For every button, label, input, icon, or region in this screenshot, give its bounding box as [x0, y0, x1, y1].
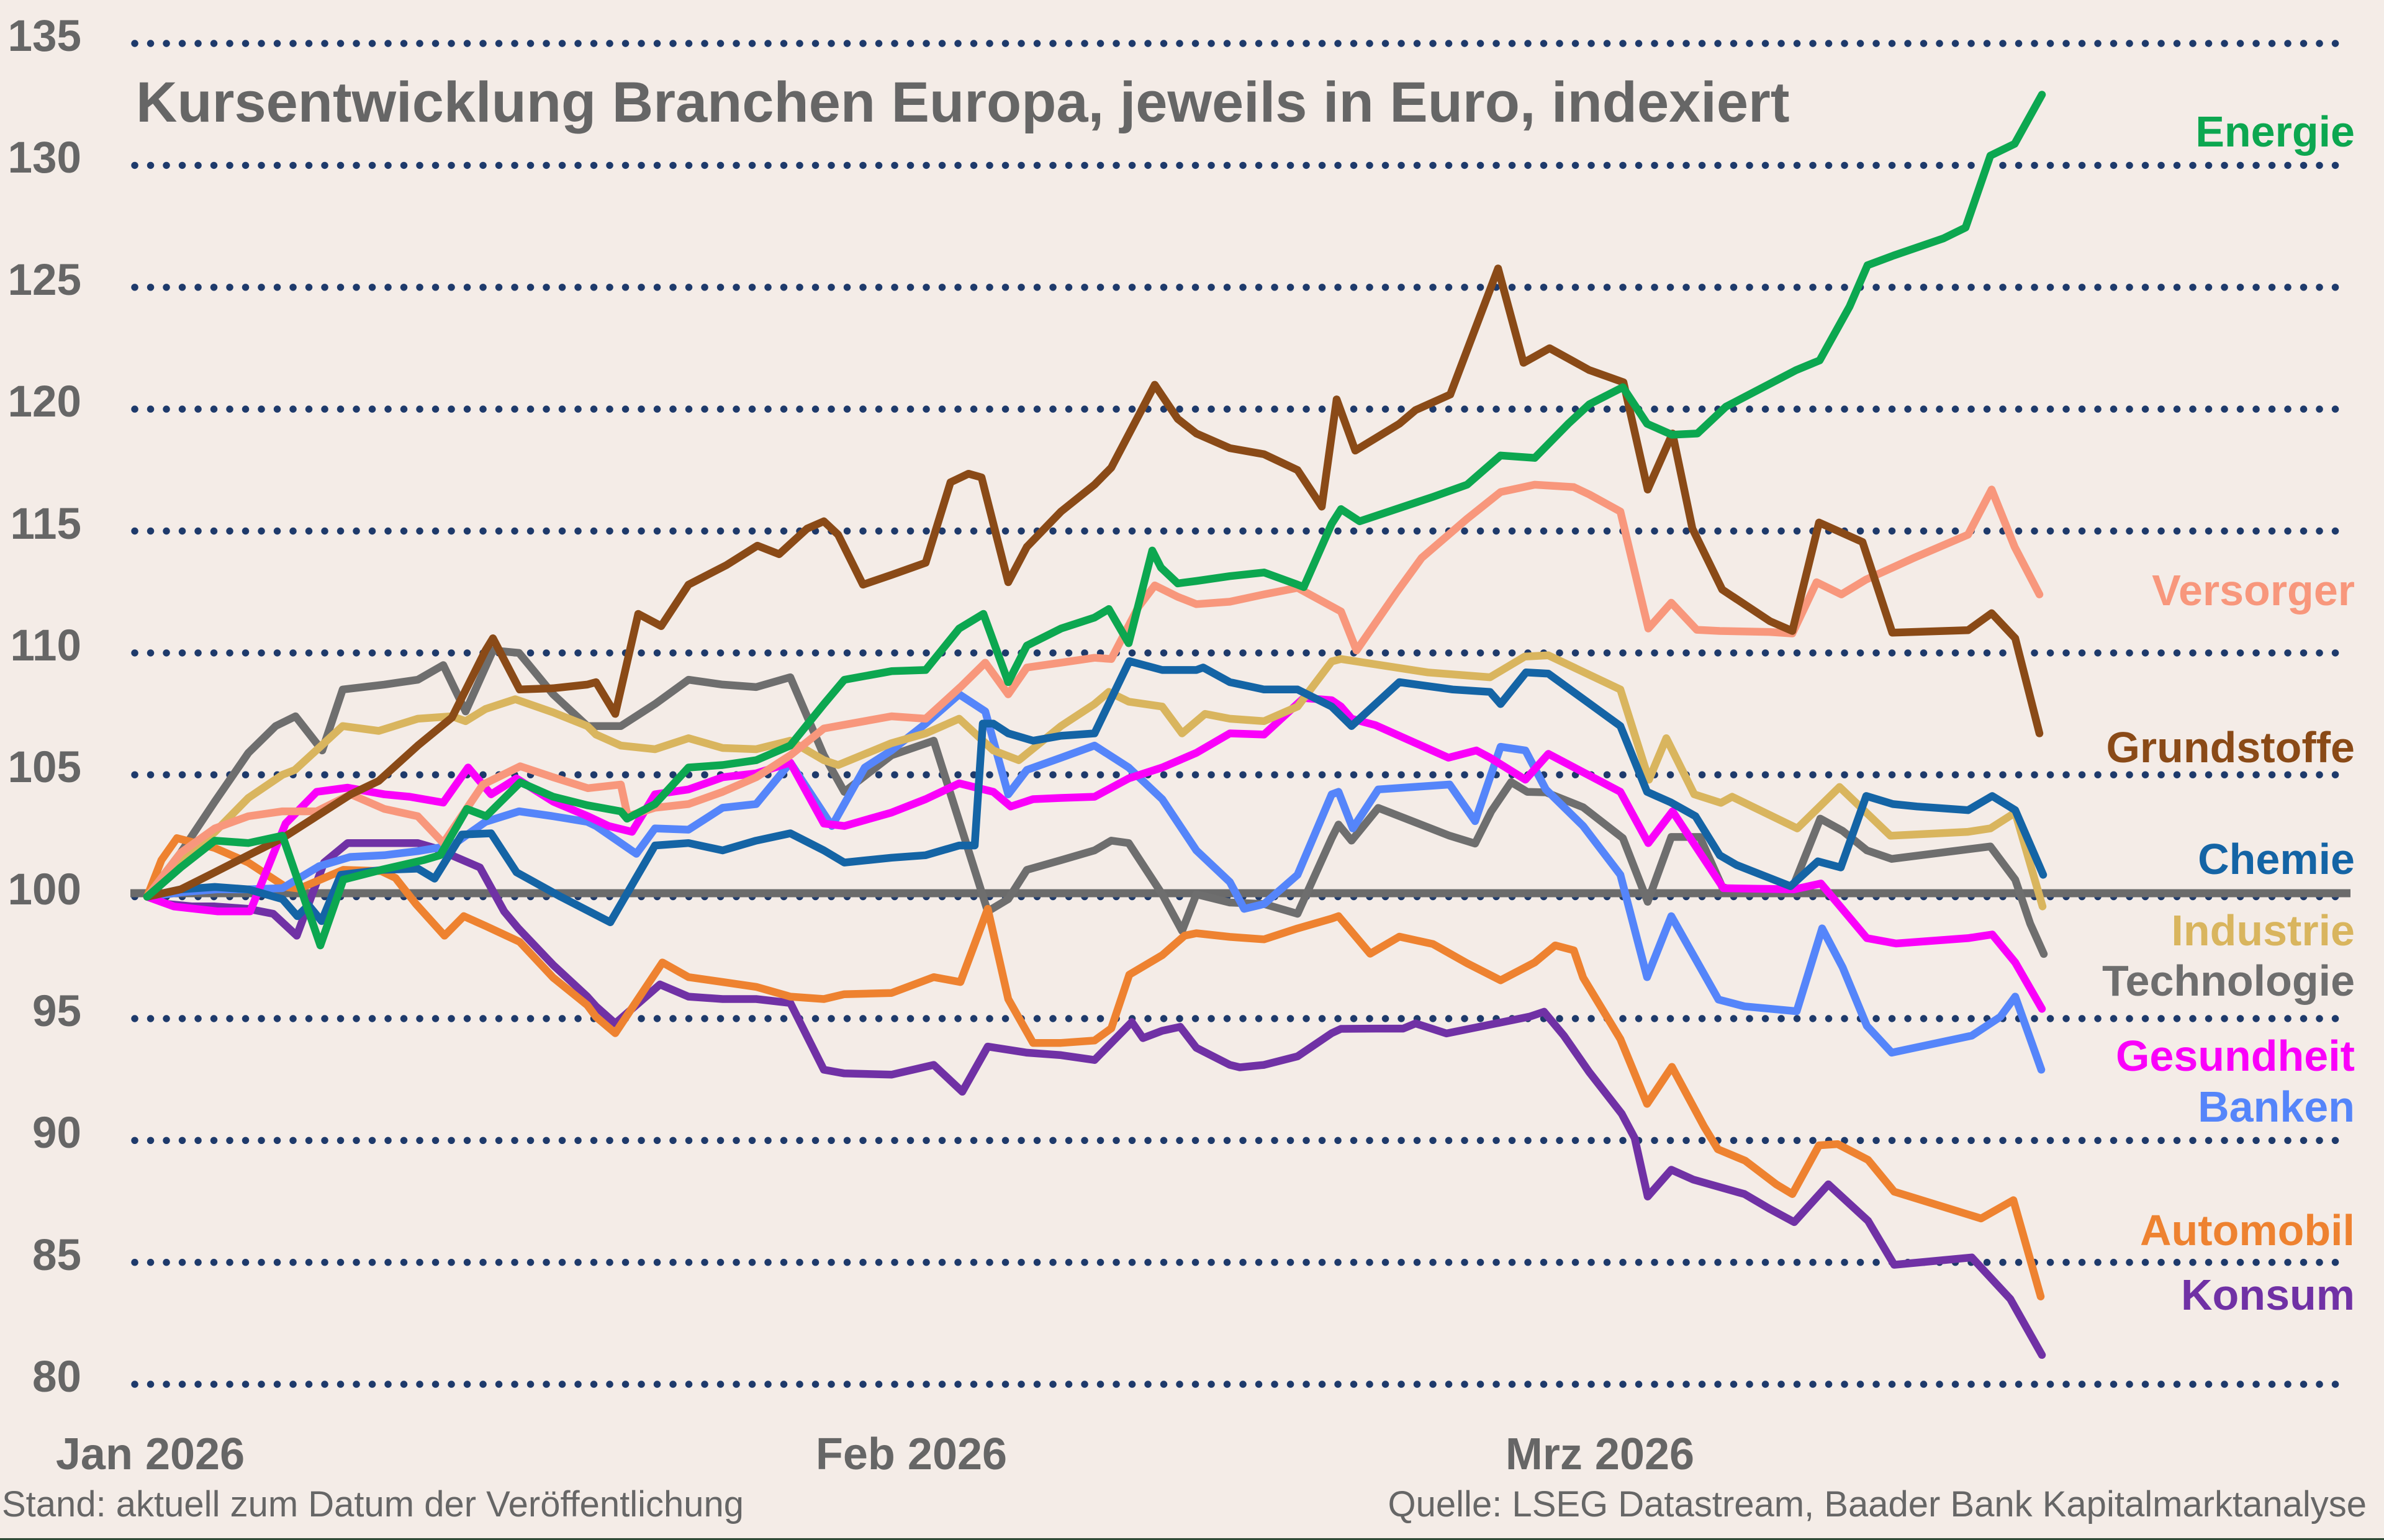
svg-text:135: 135	[8, 12, 81, 61]
svg-text:95: 95	[32, 987, 81, 1036]
svg-text:Stand: aktuell zum Datum der V: Stand: aktuell zum Datum der Veröffentli…	[2, 1484, 744, 1524]
svg-text:Banken: Banken	[2198, 1083, 2355, 1131]
svg-text:Industrie: Industrie	[2171, 906, 2355, 955]
svg-text:130: 130	[8, 133, 81, 182]
svg-text:80: 80	[32, 1353, 81, 1402]
svg-text:Jan 2026: Jan 2026	[56, 1430, 245, 1479]
svg-text:120: 120	[8, 377, 81, 426]
svg-text:Gesundheit: Gesundheit	[2116, 1032, 2355, 1080]
svg-text:85: 85	[32, 1231, 81, 1280]
svg-text:Mrz 2026: Mrz 2026	[1506, 1430, 1694, 1479]
svg-text:Grundstoffe: Grundstoffe	[2106, 723, 2355, 772]
svg-text:100: 100	[8, 865, 81, 914]
svg-text:Technologie: Technologie	[2102, 957, 2355, 1005]
svg-text:Energie: Energie	[2195, 107, 2355, 156]
svg-text:105: 105	[8, 743, 81, 792]
svg-text:Chemie: Chemie	[2198, 835, 2355, 883]
svg-text:125: 125	[8, 256, 81, 305]
svg-text:Konsum: Konsum	[2181, 1271, 2355, 1319]
svg-text:Versorger: Versorger	[2152, 566, 2355, 615]
svg-text:Kursentwicklung Branchen Europ: Kursentwicklung Branchen Europa, jeweils…	[136, 71, 1789, 134]
svg-text:Feb 2026: Feb 2026	[816, 1430, 1007, 1479]
svg-text:Automobil: Automobil	[2140, 1206, 2355, 1254]
svg-text:110: 110	[10, 621, 81, 670]
svg-text:90: 90	[32, 1109, 81, 1158]
svg-text:Quelle: LSEG Datastream, Baade: Quelle: LSEG Datastream, Baader Bank Kap…	[1388, 1484, 2367, 1524]
svg-text:115: 115	[10, 500, 81, 549]
